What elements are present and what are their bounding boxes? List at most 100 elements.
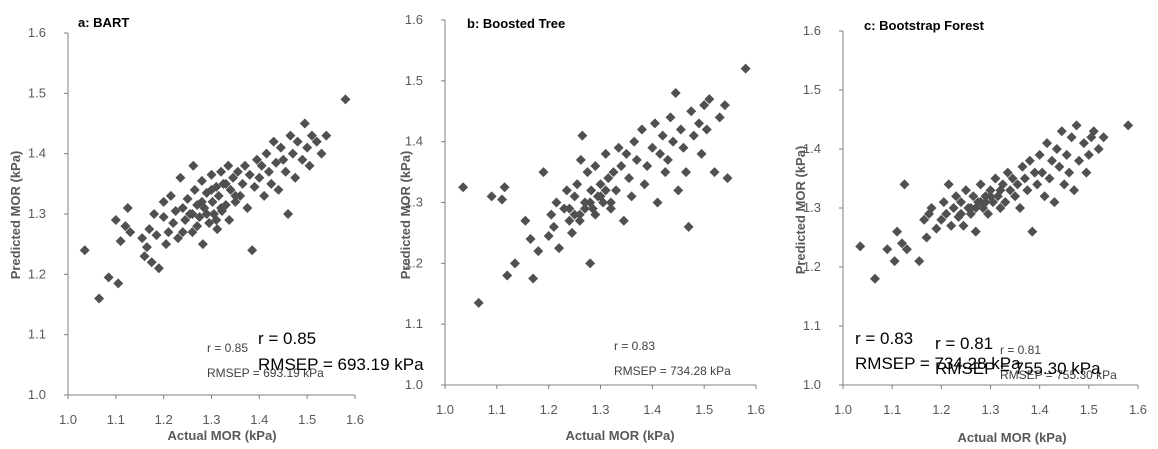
data-point <box>970 226 981 237</box>
y-tick-label: 1.5 <box>803 82 821 97</box>
data-point <box>631 154 642 165</box>
data-point <box>1069 185 1080 196</box>
data-point <box>206 169 217 180</box>
y-tick-label: 1.4 <box>28 146 46 161</box>
data-point <box>1078 138 1089 149</box>
data-point <box>151 230 162 241</box>
data-point <box>321 130 332 141</box>
data-point <box>146 257 157 268</box>
data-point <box>548 221 559 232</box>
data-point <box>579 197 590 208</box>
panel-title: c: Bootstrap Forest <box>864 18 985 33</box>
x-axis-label: Actual MOR (kPa) <box>957 430 1066 445</box>
data-point <box>985 191 996 202</box>
data-point <box>149 209 160 219</box>
data-point <box>975 179 986 190</box>
data-point <box>1071 120 1082 131</box>
y-tick-label: 1.1 <box>28 327 46 342</box>
data-point <box>683 221 694 232</box>
data-point <box>175 172 186 183</box>
y-tick-label: 1.6 <box>405 12 423 27</box>
data-point <box>316 148 327 159</box>
data-point <box>177 227 188 238</box>
data-point <box>225 184 236 195</box>
data-point <box>611 185 622 196</box>
data-point <box>297 154 308 165</box>
data-point <box>561 185 572 196</box>
data-point <box>486 191 497 202</box>
data-point <box>525 234 536 244</box>
data-point <box>889 256 900 267</box>
x-tick-label: 1.6 <box>747 402 765 417</box>
data-point <box>595 179 606 190</box>
x-tick-label: 1.2 <box>155 412 173 427</box>
data-point <box>600 148 611 159</box>
data-point <box>173 233 184 244</box>
data-point <box>919 214 930 225</box>
data-point <box>187 209 198 219</box>
data-point <box>194 212 205 223</box>
data-point <box>566 227 577 238</box>
x-axis-label: Actual MOR (kPa) <box>565 428 674 443</box>
data-point <box>701 124 712 135</box>
data-point <box>719 100 730 111</box>
data-point <box>266 178 277 189</box>
data-point <box>306 130 317 141</box>
data-point <box>948 203 959 213</box>
data-point <box>662 154 673 165</box>
data-point <box>608 167 619 178</box>
data-point <box>79 245 90 256</box>
data-point <box>897 238 907 249</box>
stat-annotation-large: RMSEP = 755.30 kPa <box>935 359 1101 378</box>
data-point <box>1074 155 1084 166</box>
x-tick-label: 1.4 <box>1031 402 1049 417</box>
data-point <box>600 185 611 196</box>
data-point <box>699 100 710 111</box>
data-point <box>649 118 660 129</box>
scatter-panel-1: 1.0 1.1 1.2 1.3 1.4 1.5 1.6 1.0 1.1 1.2 1.3 1.4 1.5 1… <box>8 15 424 443</box>
stat-annotation: RMSEP = 755.30 kPa <box>1000 368 1117 382</box>
data-point <box>1029 167 1040 178</box>
data-point <box>94 293 105 304</box>
data-point <box>158 196 169 207</box>
stat-annotation: RMSEP = 734.28 kPa <box>614 364 731 378</box>
data-point <box>675 124 686 135</box>
data-point <box>965 208 976 219</box>
data-point <box>1000 197 1011 208</box>
data-point <box>275 142 286 153</box>
x-tick-label: 1.0 <box>436 402 454 417</box>
x-tick-label: 1.6 <box>1129 402 1147 417</box>
data-point <box>1044 173 1055 184</box>
data-point <box>626 191 637 202</box>
data-point <box>278 154 289 165</box>
data-point <box>161 239 172 250</box>
data-point <box>139 251 150 262</box>
data-point <box>287 148 298 159</box>
x-tick-label: 1.4 <box>250 412 268 427</box>
scatter-panel-3: 1.0 1.1 1.2 1.3 1.4 1.5 1.6 1.0 1.1 1.2 1.3 1.4 1.5 1… <box>793 18 1147 445</box>
data-point <box>590 209 601 220</box>
data-point <box>990 173 1001 184</box>
y-axis-label: Predicted MOR (kPa) <box>793 146 808 275</box>
data-point <box>251 154 262 165</box>
data-point <box>569 191 580 202</box>
data-point <box>585 258 596 269</box>
data-point <box>122 202 133 213</box>
data-point <box>605 203 616 214</box>
data-point <box>551 197 562 208</box>
data-point <box>914 256 925 267</box>
data-point <box>110 215 121 226</box>
data-point <box>657 130 668 141</box>
data-point <box>1054 161 1065 172</box>
data-point <box>528 273 539 284</box>
data-point <box>569 209 580 220</box>
stat-annotation: r = 0.85 <box>207 341 248 355</box>
data-point <box>197 239 208 250</box>
data-point <box>869 273 880 284</box>
x-tick-label: 1.2 <box>540 402 558 417</box>
data-point <box>1015 203 1025 213</box>
data-point <box>740 63 751 74</box>
y-tick-label: 1.2 <box>803 259 821 274</box>
x-tick-label: 1.5 <box>1080 402 1098 417</box>
data-point <box>497 194 508 205</box>
